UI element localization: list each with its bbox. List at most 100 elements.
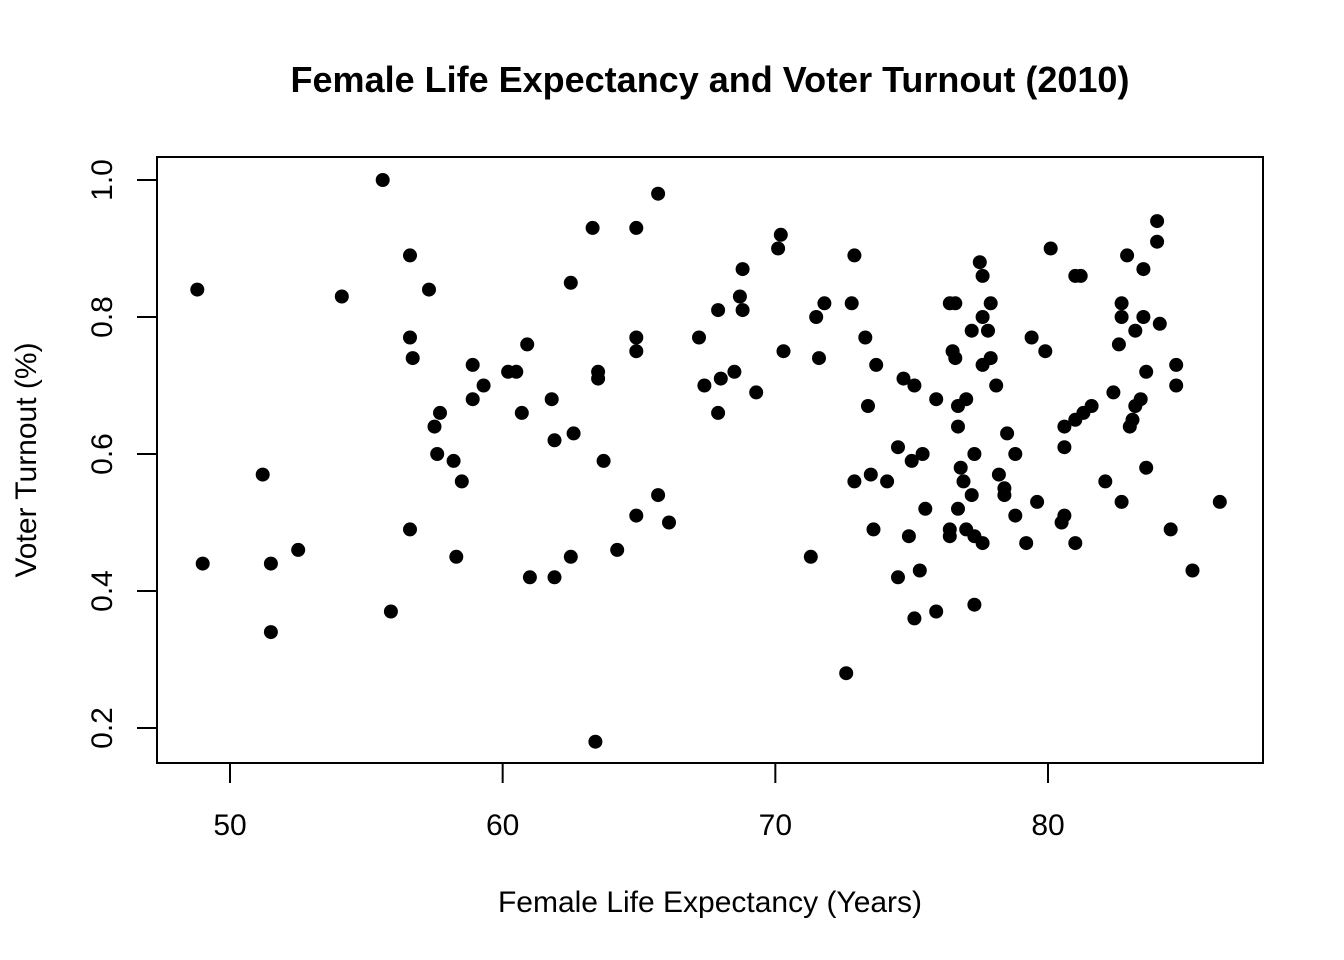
data-point: [1073, 268, 1088, 283]
data-point: [520, 337, 535, 352]
data-point: [476, 378, 491, 393]
chart-title: Female Life Expectancy and Voter Turnout…: [291, 59, 1130, 100]
data-point: [844, 296, 859, 311]
y-axis: 0.2 0.4 0.6 0.8 1.0: [86, 159, 158, 749]
data-point: [662, 515, 676, 530]
data-point: [847, 248, 862, 263]
data-point: [449, 549, 464, 564]
data-point: [904, 453, 919, 468]
data-point: [967, 447, 982, 461]
data-point: [1120, 248, 1135, 263]
data-point: [809, 310, 824, 324]
data-point: [375, 173, 390, 187]
data-point: [291, 542, 306, 557]
data-point: [948, 351, 963, 366]
data-point: [547, 570, 562, 585]
data-point: [563, 275, 578, 290]
data-point: [951, 501, 965, 516]
data-point: [1057, 508, 1072, 523]
data-point: [1133, 392, 1148, 407]
data-point: [959, 392, 974, 407]
data-point: [1128, 323, 1143, 338]
data-point: [861, 399, 875, 413]
data-point: [1163, 522, 1178, 537]
data-point: [1125, 412, 1140, 427]
data-point: [454, 474, 469, 489]
data-point: [403, 522, 417, 537]
data-point: [651, 186, 666, 201]
data-point: [863, 467, 878, 482]
data-point: [967, 597, 982, 612]
data-point: [1150, 214, 1165, 229]
data-point: [1000, 426, 1015, 441]
data-point: [433, 405, 447, 420]
data-point: [812, 351, 826, 366]
data-point: [964, 488, 979, 503]
data-point: [1139, 364, 1154, 379]
y-axis-label: Voter Turnout (%): [10, 342, 43, 577]
data-point: [588, 734, 603, 749]
data-point: [956, 474, 971, 489]
data-point: [901, 529, 916, 544]
data-point: [596, 453, 611, 468]
data-point: [1106, 385, 1121, 400]
data-point: [866, 522, 881, 537]
data-point: [891, 440, 905, 455]
data-point: [563, 549, 578, 564]
data-point: [522, 570, 537, 585]
data-point: [1024, 330, 1039, 345]
data-point: [1043, 241, 1058, 256]
data-point: [891, 570, 905, 585]
data-point: [776, 344, 791, 359]
data-point: [964, 323, 979, 338]
data-point: [383, 604, 398, 619]
data-point: [403, 248, 417, 263]
data-point: [880, 474, 895, 489]
data-point: [1019, 536, 1034, 551]
data-point: [195, 556, 210, 571]
data-point: [544, 392, 559, 407]
data-point: [975, 310, 990, 324]
data-point: [1212, 494, 1227, 509]
data-point: [629, 344, 644, 359]
data-point: [713, 371, 728, 386]
data-point: [591, 371, 606, 386]
data-point: [989, 378, 1004, 393]
data-point: [430, 447, 445, 461]
data-point: [1169, 357, 1184, 372]
data-point: [1114, 494, 1129, 509]
data-point: [1057, 440, 1072, 455]
data-point: [735, 303, 750, 318]
data-point: [509, 364, 524, 379]
data-point: [975, 536, 990, 551]
data-point: [948, 296, 963, 311]
data-point: [983, 296, 998, 311]
y-tick-label: 0.2: [86, 707, 119, 749]
data-point: [514, 405, 529, 420]
data-point: [629, 330, 644, 345]
data-point: [1008, 447, 1023, 461]
data-point: [981, 323, 995, 338]
y-tick-label: 1.0: [86, 159, 119, 201]
data-point: [465, 357, 480, 372]
data-point: [817, 296, 832, 311]
data-point: [975, 268, 990, 283]
data-point: [1084, 399, 1099, 413]
data-point: [711, 303, 726, 318]
data-point: [1008, 508, 1023, 523]
x-axis-label: Female Life Expectancy (Years): [498, 886, 922, 919]
data-point: [991, 467, 1006, 482]
y-tick-label: 0.4: [86, 570, 119, 612]
data-point: [918, 501, 933, 516]
data-point: [422, 282, 436, 297]
x-tick-label: 60: [486, 809, 519, 842]
data-point: [711, 405, 726, 420]
data-point: [692, 330, 706, 345]
data-point: [1111, 337, 1126, 352]
data-point: [907, 611, 922, 626]
data-point: [929, 392, 944, 407]
data-point: [1068, 536, 1083, 551]
data-point: [629, 508, 644, 523]
data-point: [951, 419, 965, 434]
data-point: [803, 549, 818, 564]
